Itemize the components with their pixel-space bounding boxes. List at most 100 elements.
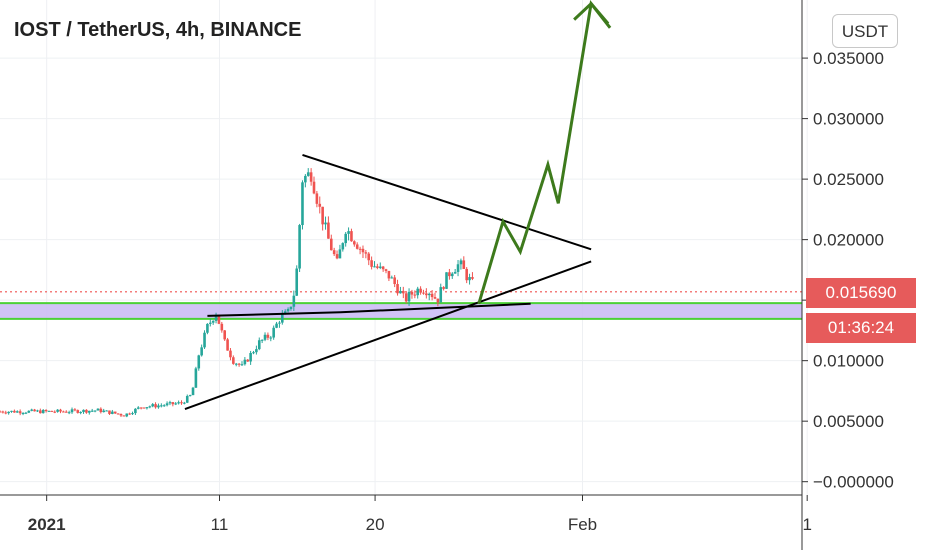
candle-up bbox=[257, 340, 261, 350]
candle-down bbox=[422, 292, 425, 294]
candle-down bbox=[396, 284, 399, 294]
candle-up bbox=[453, 271, 457, 274]
candle-up bbox=[459, 260, 463, 265]
x-tick-label: Feb bbox=[568, 515, 597, 534]
candle-up bbox=[183, 402, 186, 404]
x-tick-label: 11 bbox=[211, 515, 229, 534]
candle-down bbox=[402, 290, 405, 294]
candle-down bbox=[180, 402, 183, 404]
y-tick-label: 0.005000 bbox=[813, 412, 884, 431]
candle-down bbox=[62, 411, 65, 413]
candle-up bbox=[373, 266, 376, 268]
candle-down bbox=[116, 413, 120, 415]
candle-up bbox=[125, 413, 129, 417]
candle-down bbox=[327, 222, 330, 239]
trendlines-layer bbox=[184, 153, 592, 411]
candle-up bbox=[191, 387, 195, 396]
candle-up bbox=[240, 364, 244, 366]
candle-up bbox=[468, 277, 471, 281]
candle-down bbox=[217, 314, 221, 324]
candle-down bbox=[355, 244, 359, 249]
candle-down bbox=[139, 407, 143, 409]
candle-up bbox=[445, 272, 448, 289]
candle-down bbox=[393, 277, 396, 285]
candle-down bbox=[367, 253, 371, 261]
candle-down bbox=[59, 409, 62, 412]
candle-up bbox=[136, 407, 140, 409]
candle-down bbox=[387, 270, 391, 279]
x-axis[interactable]: 2021 11 20 Feb 1 bbox=[28, 495, 812, 534]
candle-down bbox=[64, 411, 68, 413]
candle-up bbox=[203, 332, 206, 348]
candle-up bbox=[111, 411, 114, 414]
candle-up bbox=[148, 406, 152, 408]
candle-down bbox=[13, 410, 16, 413]
candle-up bbox=[79, 412, 82, 414]
candle-down bbox=[85, 409, 88, 413]
candle-down bbox=[364, 252, 368, 254]
candle-up bbox=[304, 175, 307, 183]
candle-down bbox=[171, 402, 175, 405]
candle-up bbox=[36, 410, 39, 412]
candle-up bbox=[390, 277, 394, 279]
currency-button[interactable]: USDT bbox=[832, 14, 898, 48]
candle-up bbox=[41, 409, 45, 414]
candle-down bbox=[350, 231, 353, 242]
candle-down bbox=[370, 260, 373, 267]
candle-up bbox=[168, 402, 172, 404]
candle-up bbox=[56, 409, 59, 412]
candle-up bbox=[93, 410, 97, 412]
y-tick-label: 0.025000 bbox=[813, 170, 884, 189]
candle-down bbox=[237, 363, 241, 365]
candle-down bbox=[425, 293, 428, 296]
candle-down bbox=[226, 339, 229, 351]
candle-down bbox=[436, 298, 440, 303]
candle-down bbox=[353, 241, 356, 245]
candle-down bbox=[329, 238, 333, 251]
candle-down bbox=[53, 411, 57, 413]
candle-up bbox=[260, 339, 264, 341]
candle-down bbox=[413, 294, 417, 296]
candle-up bbox=[70, 409, 74, 413]
candle-down bbox=[18, 411, 22, 414]
candle-up bbox=[10, 410, 13, 412]
candle-up bbox=[197, 355, 201, 369]
candle-up bbox=[272, 327, 275, 338]
candle-up bbox=[174, 403, 178, 405]
candle-up bbox=[281, 314, 284, 323]
candle-up bbox=[200, 347, 203, 356]
candle-up bbox=[338, 249, 342, 259]
candle-up bbox=[15, 411, 19, 413]
candle-up bbox=[456, 264, 460, 272]
candle-up bbox=[21, 412, 25, 414]
candle-down bbox=[361, 248, 365, 253]
y-tick-label: 0.010000 bbox=[813, 352, 884, 371]
chart-title: IOST / TetherUS, 4h, BINANCE bbox=[14, 19, 302, 41]
candle-up bbox=[450, 273, 454, 277]
candle-down bbox=[0, 411, 2, 413]
candle-up bbox=[214, 314, 218, 321]
candle-up bbox=[30, 409, 33, 411]
candle-up bbox=[185, 396, 189, 403]
candle-up bbox=[324, 222, 327, 225]
candle-up bbox=[90, 410, 94, 412]
trendline-support-line bbox=[340, 302, 531, 314]
candle-down bbox=[122, 415, 126, 417]
candle-up bbox=[234, 363, 238, 365]
candle-up bbox=[286, 308, 290, 312]
candle-up bbox=[275, 323, 278, 328]
candle-down bbox=[73, 409, 77, 411]
candle-up bbox=[249, 353, 252, 362]
candle-up bbox=[105, 410, 108, 412]
candle-up bbox=[269, 337, 273, 339]
candle-up bbox=[243, 359, 247, 365]
x-tick-label: 1 bbox=[802, 515, 811, 534]
candle-down bbox=[410, 291, 414, 295]
x-tick-label: 2021 bbox=[28, 515, 66, 534]
candle-up bbox=[399, 290, 402, 294]
candle-down bbox=[220, 323, 224, 331]
candle-down bbox=[404, 293, 408, 302]
candle-down bbox=[384, 269, 388, 271]
candle-down bbox=[312, 181, 316, 194]
